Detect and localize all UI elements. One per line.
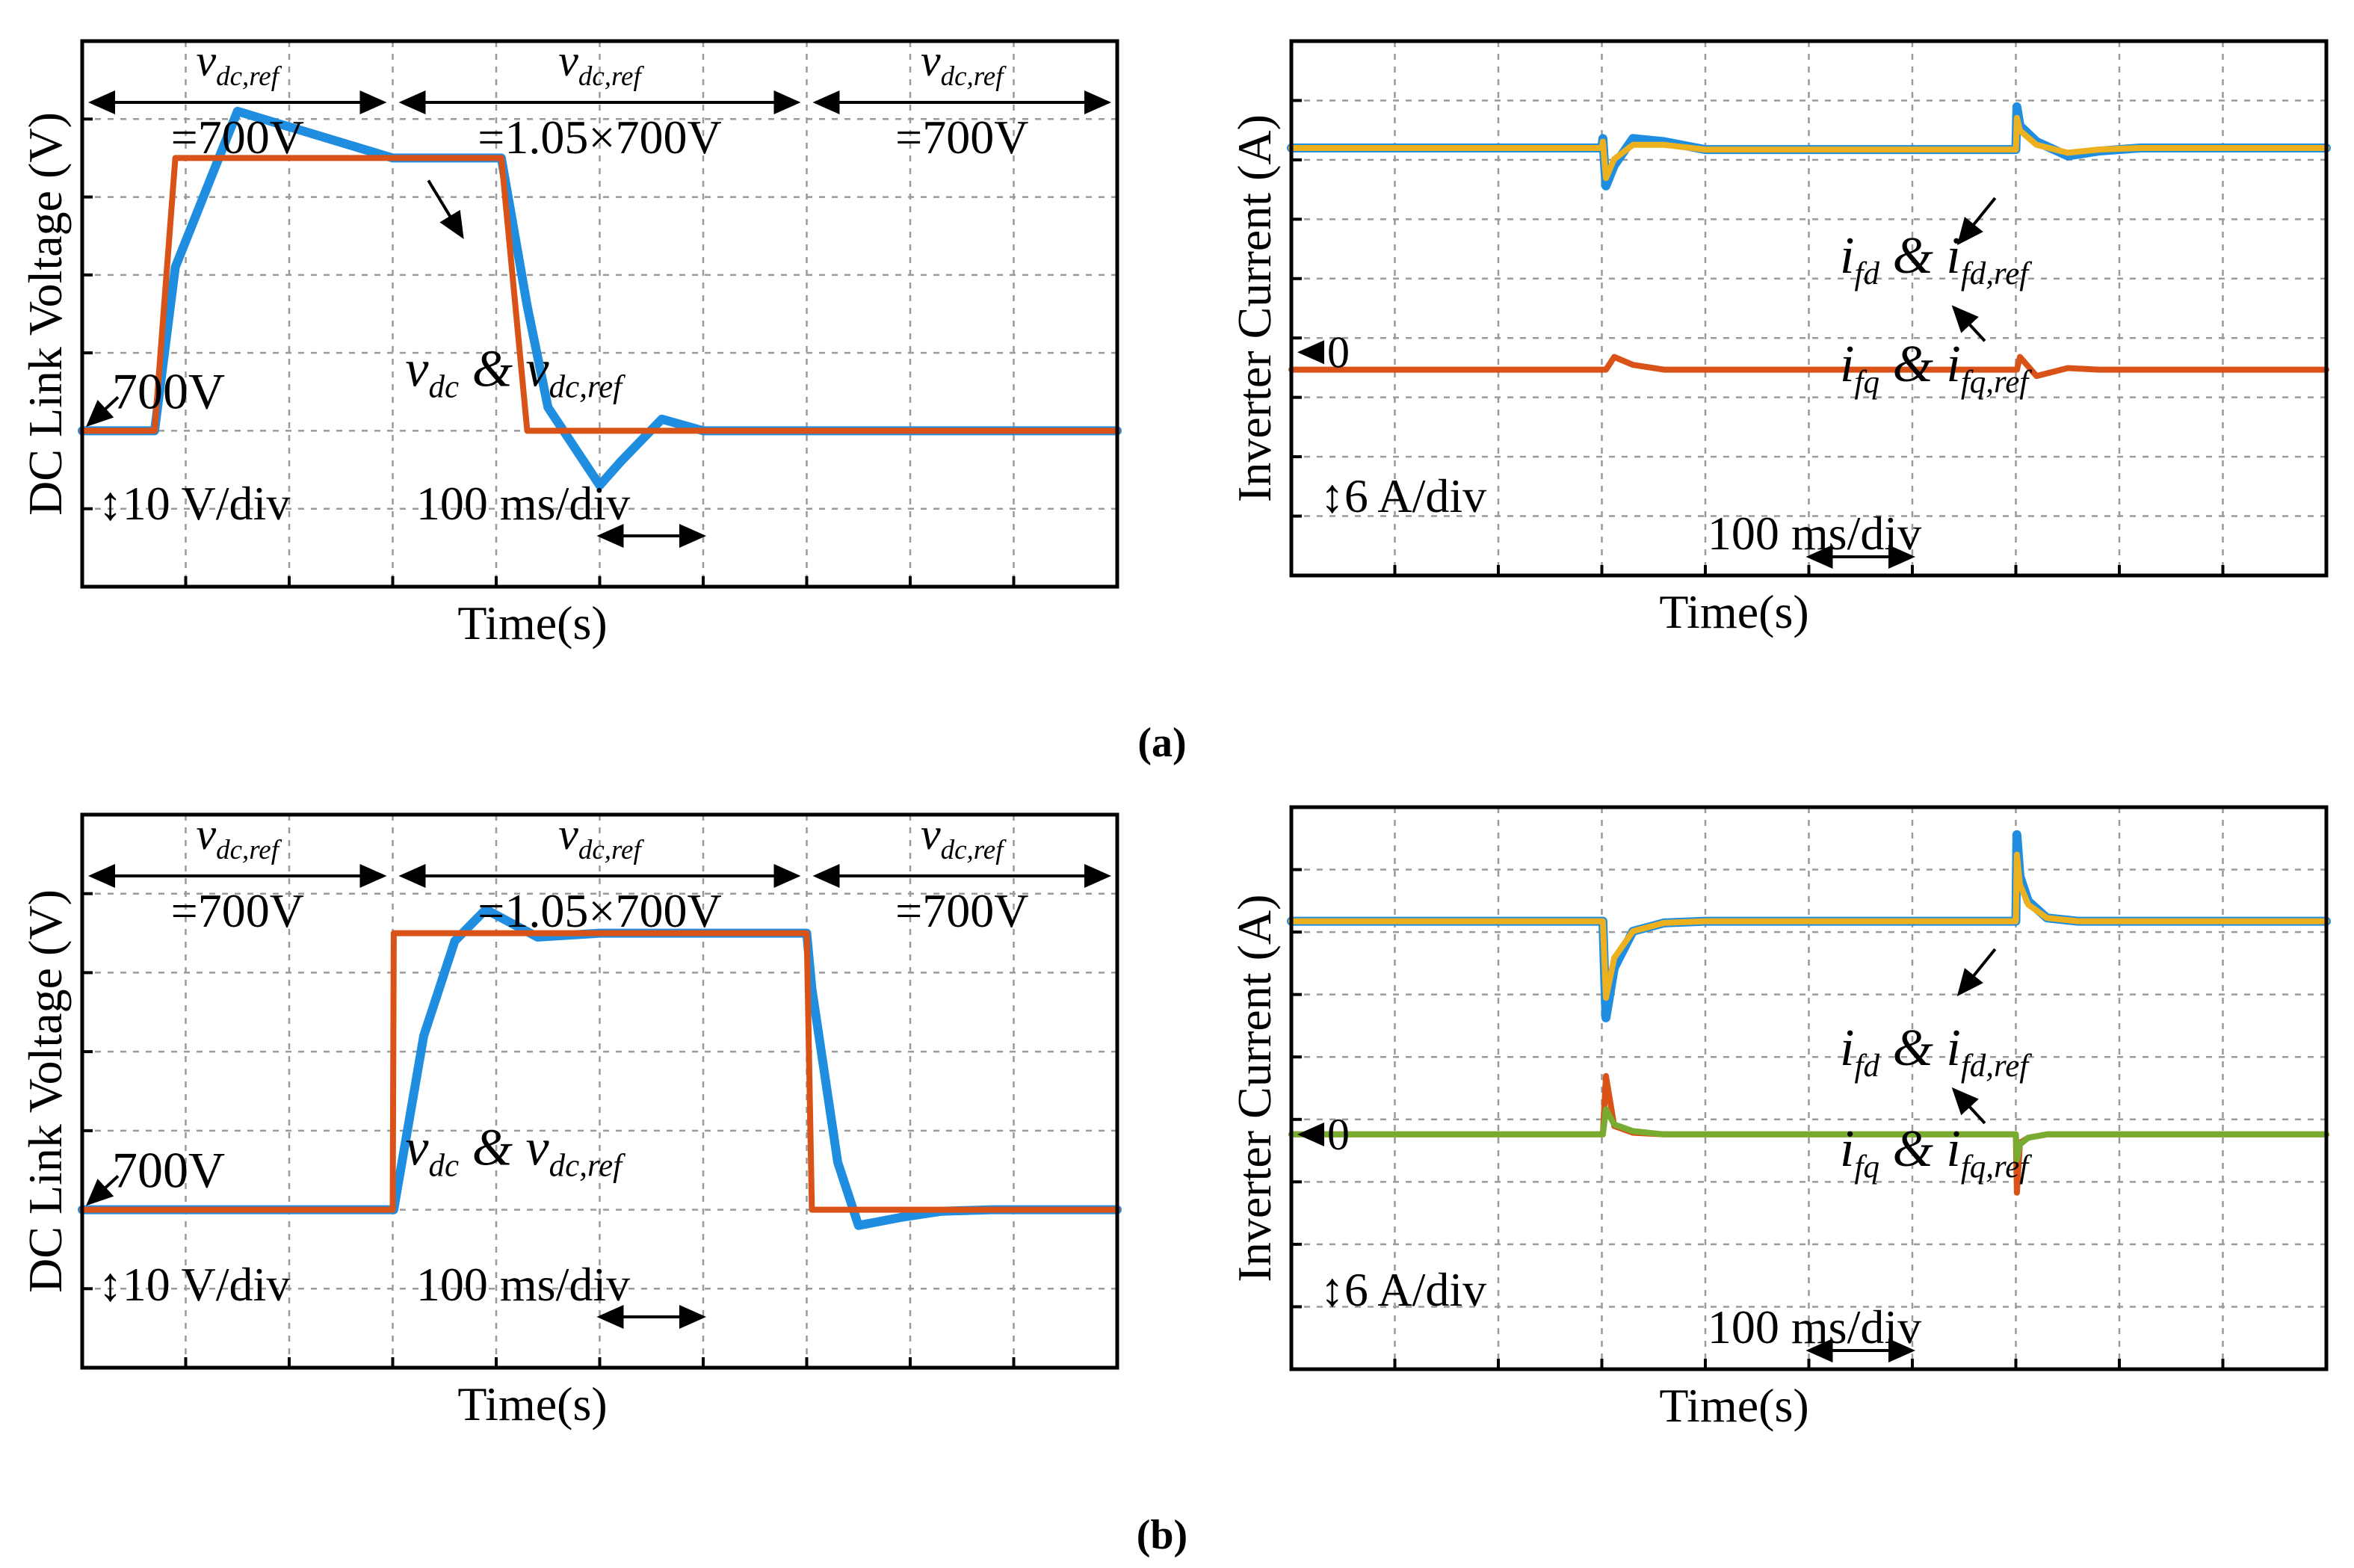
base-voltage-label: 700V (112, 362, 225, 419)
chart-a-left: DC Link Voltage (V) Time(s) vdc,ref​ =700V v… (19, 36, 1122, 649)
time-scale-label: 100 ms/div (416, 1258, 630, 1311)
voltage-scale-label: ↕10 V/div (99, 1258, 291, 1311)
plot-frame (80, 39, 1119, 589)
y-axis-label: Inverter Current (A) (1228, 114, 1281, 502)
base-voltage-arrow (86, 395, 120, 428)
plot-frame (1289, 805, 2329, 1371)
grid (1291, 41, 2326, 575)
current-scale-label: ↕6 A/div (1320, 1263, 1486, 1316)
time-scale-label: 100 ms/div (1708, 507, 1921, 560)
segment-label: vdc,ref​ (196, 36, 282, 92)
base-voltage-arrow (86, 1175, 120, 1206)
x-axis-label: Time(s) (1659, 1379, 1808, 1432)
current-scale-label: ↕6 A/div (1320, 469, 1486, 522)
voltage-legend: vdc​ & vdc,ref​ (405, 340, 625, 404)
id-legend: ifd​ & ifd,ref​ (1840, 227, 2032, 291)
plot-frame (1289, 39, 2329, 578)
zero-level-label: 0 (1327, 1110, 1350, 1159)
zero-level-label: 0 (1327, 327, 1350, 377)
series-i-fq (1288, 354, 2329, 380)
iq-legend-arrow (1951, 305, 1986, 342)
time-scale-label: 100 ms/div (1708, 1300, 1921, 1354)
segment-value: =700V (895, 111, 1028, 164)
voltage-legend: vdc​ & vdc,ref​ (405, 1120, 625, 1184)
chart-a-right: Inverter Current (A) Time(s) 0 ifd​ & ifd,r… (1228, 39, 2331, 638)
voltage-legend-arrow (427, 179, 464, 239)
id-legend-arrow (1956, 948, 1997, 997)
plot-frame (80, 812, 1119, 1370)
series-v-dc-ref (79, 155, 1120, 434)
iq-legend: ifq​ & ifq,ref​ (1840, 336, 2032, 400)
x-axis-label: Time(s) (457, 596, 607, 649)
voltage-scale-label: ↕10 V/div (99, 477, 291, 530)
time-scale-label: 100 ms/div (416, 477, 630, 530)
panel-label-b: (b) (1137, 1512, 1187, 1558)
segment-value: =700V (171, 111, 304, 164)
chart-b-right: Inverter Current (A) Time(s) 0 ifd​ & ifd,r… (1228, 805, 2331, 1432)
segment-label: vdc,ref​ (921, 36, 1007, 92)
segment-value: =700V (895, 884, 1028, 937)
grid (82, 41, 1117, 587)
series-i-fq-ref (1288, 1106, 2329, 1163)
y-axis-label: Inverter Current (A) (1228, 895, 1281, 1283)
segment-label: vdc,ref​ (921, 809, 1007, 865)
grid (82, 815, 1117, 1368)
id-legend-arrow (1956, 197, 1997, 246)
iq-legend-arrow (1951, 1087, 1986, 1125)
series-v-dc-ref (79, 930, 1120, 1213)
iq-legend: ifq​ & ifq,ref​ (1840, 1120, 2032, 1185)
segment-value: =1.05×700V (478, 884, 721, 937)
y-axis-label: DC Link Voltage (V) (19, 889, 72, 1293)
panel-label-a: (a) (1137, 720, 1186, 766)
segment-value: =1.05×700V (478, 111, 721, 164)
series-i-fd-ref (1288, 851, 2329, 1001)
x-axis-label: Time(s) (457, 1377, 607, 1430)
segment-label: vdc,ref​ (558, 809, 644, 865)
x-axis-label: Time(s) (1659, 585, 1808, 638)
id-legend: ifd​ & ifd,ref​ (1840, 1019, 2032, 1084)
segment-value: =700V (171, 884, 304, 937)
segment-label: vdc,ref​ (558, 36, 644, 92)
chart-b-left: DC Link Voltage (V) Time(s) vdc,ref​ =700V v… (19, 809, 1122, 1430)
segment-label: vdc,ref​ (196, 809, 282, 865)
series-i-fd-ref (1288, 114, 2329, 182)
y-axis-label: DC Link Voltage (V) (19, 112, 72, 516)
base-voltage-label: 700V (112, 1142, 225, 1199)
